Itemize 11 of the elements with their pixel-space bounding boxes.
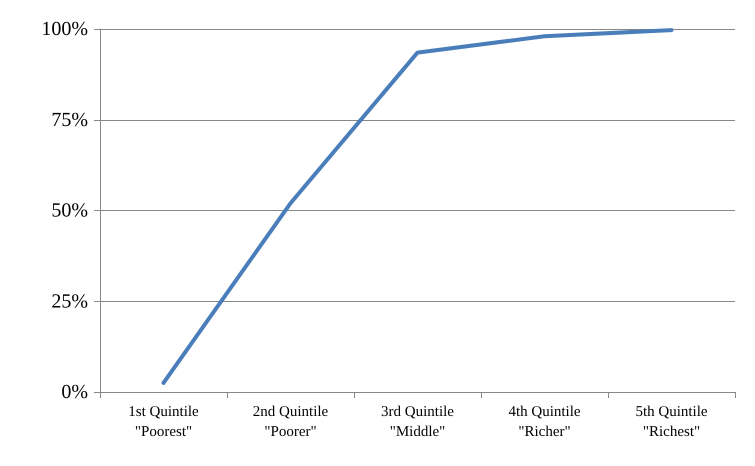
y-tick-label: 0% xyxy=(61,381,88,403)
x-tick-label: 4th Quintile "Richer" xyxy=(508,404,581,440)
y-tick-label: 50% xyxy=(51,200,88,222)
x-tick-label: 5th Quintile "Richest" xyxy=(635,404,708,440)
x-tick-label: 1st Quintile "Poorest" xyxy=(128,404,200,440)
x-tick-label: 3rd Quintile "Middle" xyxy=(381,404,454,440)
y-tick-label: 75% xyxy=(51,108,88,131)
line-series xyxy=(162,28,674,385)
y-tick-label: 100% xyxy=(41,18,88,40)
x-tick-label: 2nd Quintile "Poorer" xyxy=(252,404,329,440)
y-tick-label: 25% xyxy=(51,290,88,312)
